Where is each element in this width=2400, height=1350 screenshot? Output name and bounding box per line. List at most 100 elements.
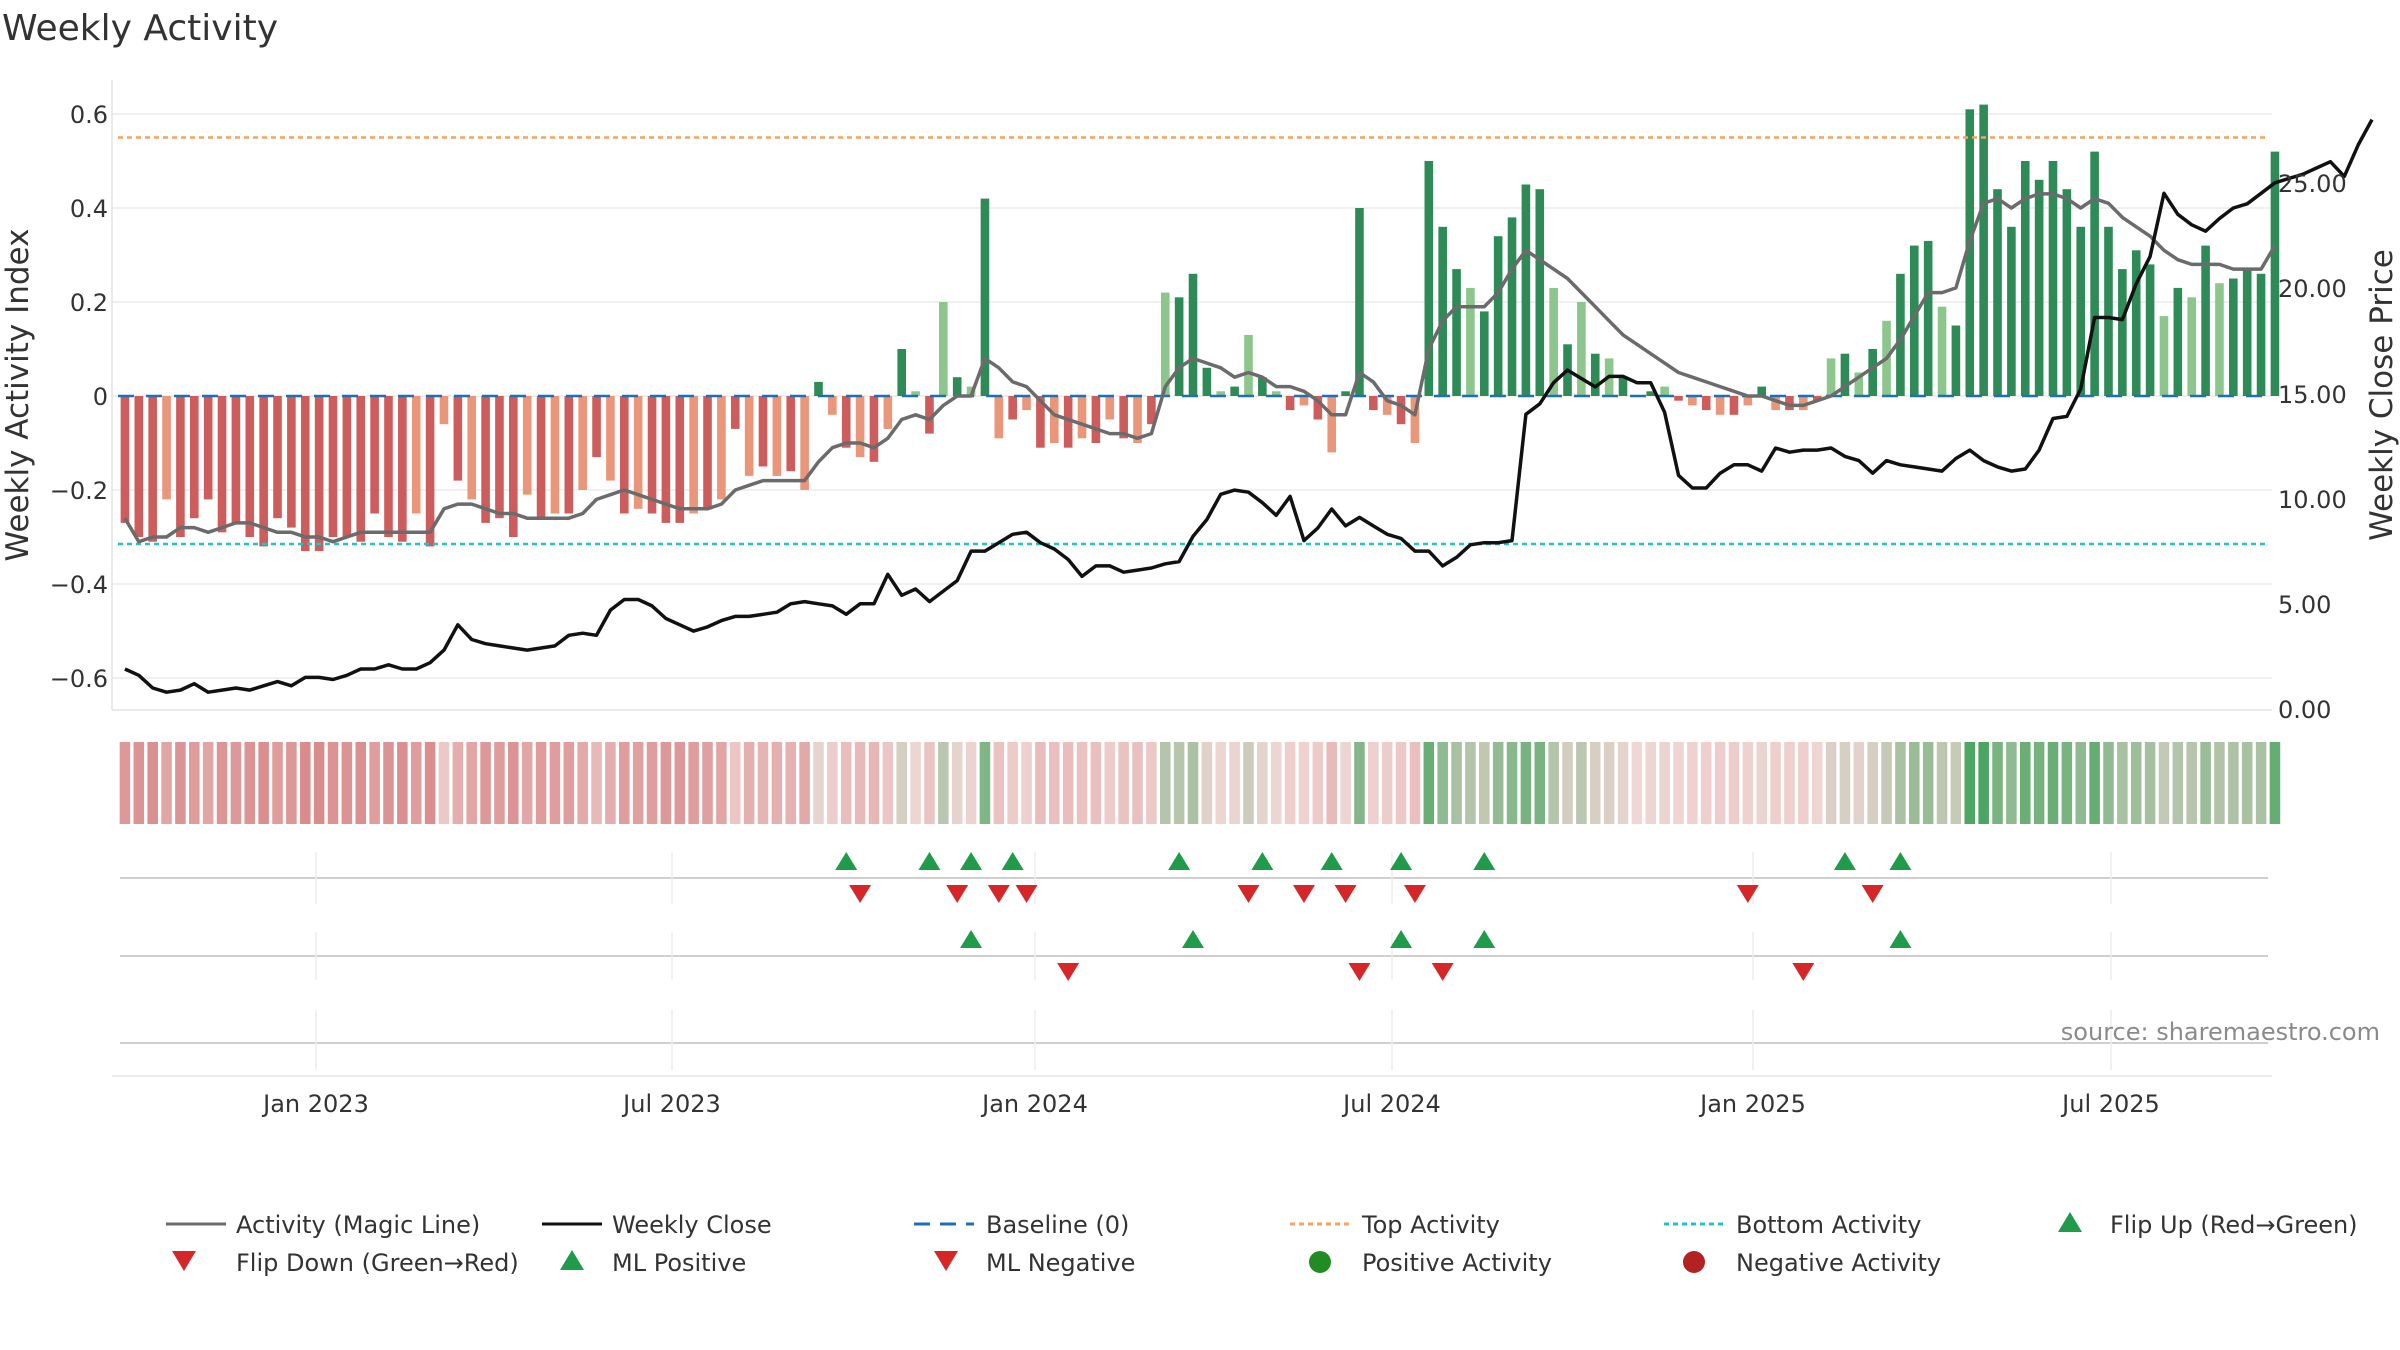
activity-bar bbox=[328, 396, 338, 537]
activity-bar bbox=[828, 396, 837, 415]
flip-up-marker bbox=[960, 852, 983, 870]
y-right-tick: 10.00 bbox=[2278, 486, 2347, 514]
heat-cell bbox=[133, 742, 145, 824]
activity-bar bbox=[1285, 396, 1295, 411]
y-right-tick: 20.00 bbox=[2278, 275, 2347, 303]
activity-bar bbox=[952, 377, 962, 396]
heat-cell bbox=[1076, 742, 1088, 824]
activity-bar bbox=[1812, 396, 1822, 401]
legend-item-top-activity: Top Activity bbox=[1290, 1211, 1500, 1239]
activity-bar bbox=[1743, 396, 1753, 406]
ml-negative-marker bbox=[1057, 963, 1080, 981]
heat-cell bbox=[1187, 742, 1199, 824]
heat-cell bbox=[854, 742, 866, 824]
flip-up-marker bbox=[1251, 852, 1274, 870]
activity-bar bbox=[1729, 396, 1739, 415]
activity-bar bbox=[1258, 377, 1267, 396]
activity-bar bbox=[1119, 396, 1128, 439]
heat-cell bbox=[494, 742, 505, 824]
x-tick: Jan 2023 bbox=[261, 1090, 369, 1118]
heat-cell bbox=[1229, 742, 1240, 824]
activity-bar bbox=[1923, 240, 1933, 396]
activity-bar bbox=[1452, 269, 1461, 396]
activity-bar bbox=[439, 396, 449, 425]
activity-bar bbox=[1549, 287, 1558, 396]
heat-cell bbox=[341, 742, 353, 824]
activity-bar bbox=[425, 396, 435, 547]
activity-bar bbox=[342, 396, 352, 537]
heat-cell bbox=[896, 742, 907, 824]
y-left-tick: −0.4 bbox=[50, 571, 108, 599]
flip-up-marker bbox=[1833, 852, 1856, 870]
flip-up-marker bbox=[835, 852, 858, 870]
heat-cell bbox=[1798, 742, 1809, 824]
heat-cell bbox=[1257, 742, 1268, 824]
heat-cell bbox=[813, 742, 824, 824]
activity-bar bbox=[1479, 311, 1489, 396]
heat-cell bbox=[840, 742, 852, 824]
activity-bar bbox=[1757, 386, 1767, 396]
activity-bar bbox=[411, 396, 421, 514]
activity-bar bbox=[176, 396, 185, 537]
activity-bar bbox=[980, 198, 990, 396]
heat-cell bbox=[299, 742, 311, 824]
flip-down-marker bbox=[1861, 885, 1884, 903]
activity-bar bbox=[1369, 396, 1378, 411]
activity-bar bbox=[1396, 396, 1406, 425]
y-right-tick: 0.00 bbox=[2278, 696, 2331, 724]
svg-text:Flip Up (Red→Green): Flip Up (Red→Green) bbox=[2110, 1211, 2358, 1239]
legend-item-weekly-close: Weekly Close bbox=[542, 1211, 772, 1239]
activity-bar bbox=[1077, 396, 1087, 439]
x-tick: Jan 2024 bbox=[980, 1090, 1088, 1118]
activity-bar bbox=[2159, 316, 2169, 396]
y-left-tick: −0.2 bbox=[50, 477, 108, 505]
weekly-close-line bbox=[124, 118, 2374, 694]
heat-cell bbox=[924, 742, 935, 824]
heat-cell bbox=[2006, 742, 2017, 824]
heat-cell bbox=[2033, 742, 2045, 824]
heat-cell bbox=[230, 742, 242, 824]
activity-bar bbox=[1105, 396, 1115, 420]
heat-cell bbox=[2075, 742, 2087, 824]
activity-bar bbox=[300, 396, 310, 552]
heat-cell bbox=[424, 742, 436, 824]
heat-cell bbox=[1853, 742, 1865, 824]
heat-cell bbox=[1118, 742, 1129, 824]
activity-bar bbox=[453, 396, 463, 481]
flip-down-marker bbox=[1292, 885, 1315, 903]
activity-bar bbox=[689, 396, 698, 514]
flip-up-marker bbox=[1168, 852, 1191, 870]
activity-bar bbox=[2090, 151, 2099, 396]
heat-cell bbox=[910, 742, 921, 824]
heat-cell bbox=[1534, 742, 1546, 824]
heat-cell bbox=[979, 742, 991, 824]
activity-bar bbox=[592, 396, 601, 458]
activity-bar bbox=[2118, 269, 2127, 396]
activity-bar bbox=[1410, 396, 1420, 443]
activity-bar bbox=[1008, 396, 1017, 420]
ml-positive-marker bbox=[1182, 930, 1204, 948]
activity-bar bbox=[1355, 208, 1364, 396]
y-right-tick: 15.00 bbox=[2278, 381, 2347, 409]
heat-cell bbox=[1645, 742, 1657, 824]
activity-bar bbox=[1577, 302, 1586, 396]
x-tick: Jul 2025 bbox=[2060, 1090, 2160, 1118]
flip-down-marker bbox=[1334, 885, 1357, 903]
heat-cell bbox=[397, 742, 408, 824]
heat-cell bbox=[1146, 742, 1157, 824]
activity-bar bbox=[1147, 396, 1156, 425]
legend-item-baseline: Baseline (0) bbox=[914, 1211, 1129, 1239]
heat-cell bbox=[1243, 742, 1254, 824]
heat-cell bbox=[1562, 742, 1573, 824]
legend-item-positive-activity: Positive Activity bbox=[1309, 1249, 1552, 1277]
activity-bar bbox=[1507, 217, 1517, 396]
heat-cell bbox=[189, 742, 200, 824]
heat-cell bbox=[1049, 742, 1060, 824]
activity-bar bbox=[1715, 396, 1725, 415]
magic-line-series bbox=[123, 192, 2277, 544]
svg-text:Baseline (0): Baseline (0) bbox=[986, 1211, 1129, 1239]
heat-cell bbox=[716, 742, 727, 824]
activity-bar bbox=[1937, 306, 1947, 396]
heat-cell bbox=[785, 742, 797, 824]
